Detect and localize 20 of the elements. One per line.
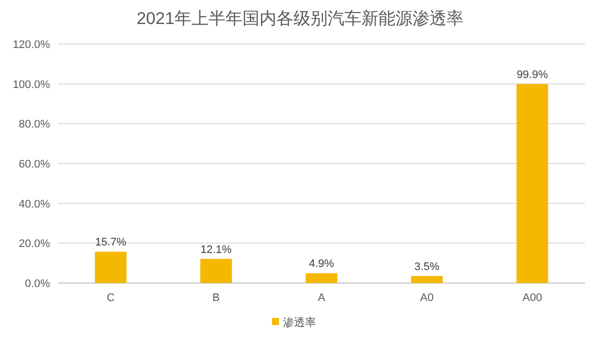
ytick: 80.0% bbox=[18, 118, 50, 131]
xtick: A0 bbox=[420, 292, 434, 304]
ytick: 100.0% bbox=[12, 78, 50, 91]
ytick: 0.0% bbox=[24, 278, 50, 290]
legend-label: 渗透率 bbox=[283, 316, 316, 329]
data-label: 3.5% bbox=[414, 261, 440, 274]
xtick: C bbox=[106, 292, 115, 304]
legend: 渗透率 bbox=[272, 317, 316, 329]
data-label: 15.7% bbox=[95, 236, 126, 249]
xtick: A00 bbox=[522, 292, 542, 304]
ytick: 20.0% bbox=[18, 238, 50, 250]
ytick: 40.0% bbox=[18, 198, 50, 210]
xtick: B bbox=[212, 292, 220, 304]
data-label: 99.9% bbox=[516, 69, 548, 82]
data-label: 12.1% bbox=[200, 244, 232, 256]
ytick: 60.0% bbox=[18, 158, 50, 170]
xtick: A bbox=[318, 292, 326, 304]
ytick: 120.0% bbox=[12, 39, 50, 51]
title: 2021年上半年国内各级别汽车新能源渗透率 bbox=[136, 9, 464, 28]
data-label: 4.9% bbox=[308, 258, 334, 270]
